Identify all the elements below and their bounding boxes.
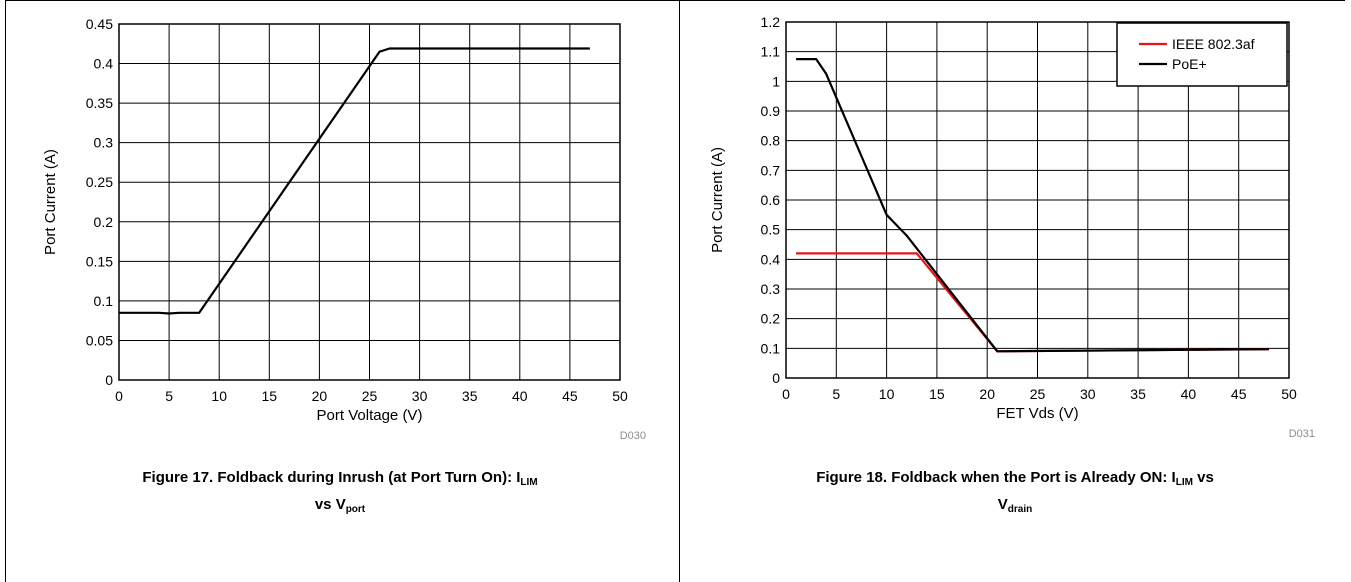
plot-frame [785, 21, 1290, 379]
x-tick-label: 5 [832, 386, 840, 402]
caption-text: Figure 17. Foldback during Inrush (at Po… [142, 469, 521, 486]
x-tick-label: 40 [1181, 386, 1197, 402]
y-tick-label: 0.05 [86, 332, 113, 348]
legend-label: IEEE 802.3af [1172, 36, 1255, 52]
x-tick-label: 20 [979, 386, 995, 402]
figure-18-panel: 0 5 10 15 20 25 30 35 40 45 50 0 0.1 0.2 0.3 0.4 0.5 0.6 0… [675, 0, 1350, 582]
series-line [119, 47, 590, 315]
figure-code: D031 [1289, 428, 1315, 440]
y-tick-label: 0.2 [761, 311, 781, 327]
y-tick-label: 0 [772, 370, 780, 386]
figure-17-caption: Figure 17. Foldback during Inrush (at Po… [40, 467, 640, 521]
y-tick-label: 1.2 [761, 14, 781, 30]
y-axis-label: Port Current (A) [709, 147, 726, 253]
x-tick-label: 30 [1080, 386, 1096, 402]
series-line-poe [796, 57, 1269, 353]
x-tick-label: 45 [562, 388, 578, 404]
center-divider [679, 0, 680, 582]
y-tick-label: 0.5 [761, 222, 781, 238]
y-tick-label: 1.1 [761, 44, 781, 60]
y-tick-label: 0.3 [94, 135, 114, 151]
caption-sub: LIM [1175, 477, 1193, 488]
y-tick-label: 0.4 [761, 251, 781, 267]
y-axis-label: Port Current (A) [42, 149, 59, 255]
y-tick-label: 0.3 [761, 281, 781, 297]
legend-label: PoE+ [1172, 56, 1207, 72]
y-tick-label: 0.1 [761, 340, 781, 356]
y-tick-label: 0.4 [94, 56, 114, 72]
x-tick-label: 5 [165, 388, 173, 404]
figure-17-panel: 0 5 10 15 20 25 30 35 40 45 50 0 0.05 0.1 0.15 0.2 0.25 0… [0, 0, 675, 582]
figure-18-caption: Figure 18. Foldback when the Port is Alr… [715, 467, 1315, 521]
x-tick-label: 50 [1281, 386, 1297, 402]
x-tick-label: 10 [211, 388, 227, 404]
caption-sub: LIM [520, 477, 538, 488]
x-tick-label: 40 [512, 388, 528, 404]
caption-mid: vs [1192, 469, 1214, 486]
x-tick-label: 35 [1130, 386, 1146, 402]
x-tick-label: 25 [362, 388, 378, 404]
y-tick-label: 0.45 [86, 16, 113, 32]
x-tick-label: 10 [879, 386, 895, 402]
x-tick-label: 50 [612, 388, 628, 404]
x-tick-label: 30 [412, 388, 428, 404]
y-tick-label: 0.6 [761, 192, 781, 208]
top-border [5, 0, 1345, 1]
y-tick-label: 0.7 [761, 162, 781, 178]
y-tick-label: 1 [772, 73, 780, 89]
x-tick-label: 45 [1231, 386, 1247, 402]
y-tick-label: 0.2 [94, 214, 114, 230]
figure-17-chart: 0 5 10 15 20 25 30 35 40 45 50 0 0.05 0.1 0.15 0.2 0.25 0… [42, 16, 646, 442]
plot-frame [118, 23, 621, 381]
figure-code: D030 [620, 430, 646, 442]
y-tick-label: 0.35 [86, 95, 113, 111]
caption-line2: vs V [314, 496, 346, 513]
caption-sub: port [345, 504, 366, 515]
caption-line2: V [997, 496, 1008, 513]
x-tick-label: 15 [262, 388, 278, 404]
y-tick-label: 0 [105, 372, 113, 388]
series-line-ieee-802-3af [796, 252, 1269, 353]
x-axis-label: FET Vds (V) [996, 405, 1078, 422]
x-axis-label: Port Voltage (V) [317, 407, 423, 424]
caption-sub: drain [1007, 504, 1033, 515]
y-tick-label: 0.1 [94, 293, 114, 309]
x-tick-label: 20 [312, 388, 328, 404]
y-tick-label: 0.15 [86, 253, 113, 269]
x-tick-label: 35 [462, 388, 478, 404]
figure-18-chart: 0 5 10 15 20 25 30 35 40 45 50 0 0.1 0.2 0.3 0.4 0.5 0.6 0… [709, 14, 1315, 440]
y-tick-label: 0.8 [761, 133, 781, 149]
y-tick-label: 0.25 [86, 174, 113, 190]
caption-text: Figure 18. Foldback when the Port is Alr… [816, 469, 1176, 486]
x-tick-label: 15 [929, 386, 945, 402]
y-tick-label: 0.9 [761, 103, 781, 119]
left-border [5, 0, 6, 582]
x-tick-label: 0 [782, 386, 790, 402]
x-tick-label: 0 [115, 388, 123, 404]
x-tick-label: 25 [1030, 386, 1046, 402]
legend-box [1116, 22, 1288, 87]
